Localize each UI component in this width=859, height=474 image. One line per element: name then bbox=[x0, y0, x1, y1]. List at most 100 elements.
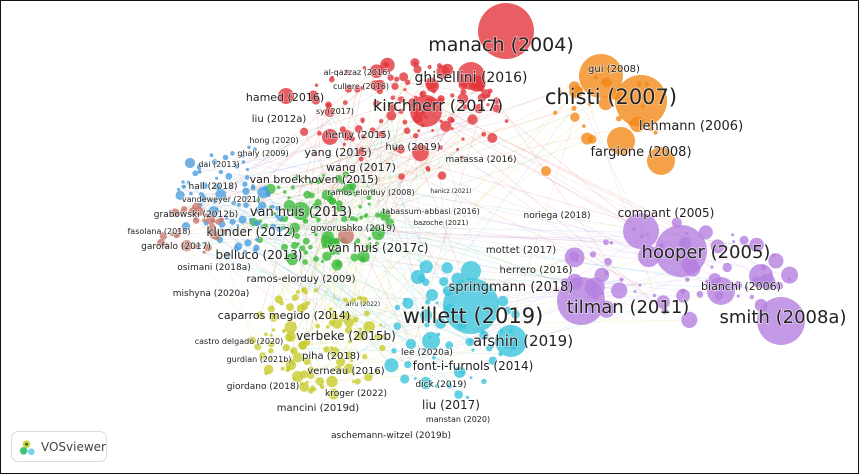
node-red[interactable] bbox=[493, 97, 500, 104]
node-cyan[interactable] bbox=[495, 325, 527, 357]
node-red[interactable] bbox=[404, 79, 411, 86]
node-yellow[interactable] bbox=[329, 346, 333, 350]
node-cyan[interactable] bbox=[441, 262, 453, 274]
node-cyan[interactable] bbox=[481, 378, 487, 385]
node-red[interactable] bbox=[425, 77, 438, 90]
node-blue[interactable] bbox=[241, 160, 246, 164]
node-blue[interactable] bbox=[244, 175, 250, 180]
node-green[interactable] bbox=[292, 202, 310, 220]
node-red[interactable] bbox=[438, 145, 443, 150]
node-green[interactable] bbox=[348, 182, 357, 190]
node-purple[interactable] bbox=[633, 290, 637, 293]
node-blue[interactable] bbox=[229, 218, 236, 225]
node-cyan[interactable] bbox=[439, 277, 449, 287]
node-yellow[interactable] bbox=[254, 343, 262, 351]
node-yellow[interactable] bbox=[260, 339, 264, 343]
node-red[interactable] bbox=[450, 93, 455, 98]
node-red[interactable] bbox=[342, 142, 346, 146]
node-brown[interactable] bbox=[218, 217, 224, 222]
node-red[interactable] bbox=[460, 88, 467, 95]
node-yellow[interactable] bbox=[344, 317, 354, 328]
node-yellow[interactable] bbox=[314, 288, 319, 293]
node-red[interactable] bbox=[278, 88, 294, 104]
node-red[interactable] bbox=[481, 89, 491, 99]
node-brown[interactable] bbox=[173, 232, 180, 239]
node-yellow[interactable] bbox=[299, 382, 310, 392]
node-yellow[interactable] bbox=[379, 323, 383, 327]
node-green[interactable] bbox=[366, 195, 372, 201]
node-yellow[interactable] bbox=[345, 351, 353, 359]
node-orange[interactable] bbox=[647, 147, 675, 175]
node-brown[interactable] bbox=[170, 208, 180, 217]
node-cyan[interactable] bbox=[410, 270, 425, 284]
node-blue[interactable] bbox=[244, 239, 252, 247]
nodes[interactable] bbox=[157, 3, 805, 400]
node-cyan[interactable] bbox=[465, 337, 475, 347]
node-green[interactable] bbox=[294, 233, 301, 239]
node-cyan[interactable] bbox=[402, 297, 414, 309]
node-yellow[interactable] bbox=[291, 294, 299, 301]
node-blue[interactable] bbox=[255, 237, 260, 242]
node-blue[interactable] bbox=[186, 180, 190, 184]
node-yellow[interactable] bbox=[344, 326, 353, 334]
node-blue[interactable] bbox=[270, 204, 275, 209]
node-brown[interactable] bbox=[181, 206, 188, 213]
node-yellow[interactable] bbox=[285, 331, 296, 342]
node-yellow[interactable] bbox=[280, 366, 285, 371]
node-red[interactable] bbox=[478, 3, 534, 59]
node-orange[interactable] bbox=[581, 132, 594, 145]
node-yellow[interactable] bbox=[282, 344, 290, 352]
node-cyan[interactable] bbox=[445, 341, 454, 350]
node-brown[interactable] bbox=[204, 243, 212, 252]
node-blue[interactable] bbox=[245, 167, 249, 172]
node-blue[interactable] bbox=[200, 182, 208, 190]
node-green[interactable] bbox=[340, 188, 346, 193]
node-purple[interactable] bbox=[603, 239, 609, 246]
node-red[interactable] bbox=[457, 62, 485, 90]
node-green[interactable] bbox=[367, 202, 371, 206]
node-purple[interactable] bbox=[619, 277, 624, 282]
node-cyan[interactable] bbox=[461, 261, 481, 281]
node-yellow[interactable] bbox=[259, 352, 267, 360]
node-red[interactable] bbox=[413, 147, 418, 152]
node-red[interactable] bbox=[369, 127, 376, 134]
node-red[interactable] bbox=[354, 86, 361, 93]
node-cyan[interactable] bbox=[497, 295, 509, 307]
node-purple[interactable] bbox=[722, 262, 732, 273]
node-yellow[interactable] bbox=[351, 372, 356, 376]
node-green[interactable] bbox=[281, 243, 288, 251]
node-blue[interactable] bbox=[270, 223, 277, 230]
node-yellow[interactable] bbox=[292, 352, 303, 363]
node-blue[interactable] bbox=[253, 248, 258, 253]
node-orange[interactable] bbox=[579, 54, 623, 98]
node-red[interactable] bbox=[396, 145, 405, 154]
node-yellow[interactable] bbox=[295, 290, 300, 294]
node-green[interactable] bbox=[371, 227, 385, 241]
node-brown[interactable] bbox=[220, 228, 224, 232]
node-brown[interactable] bbox=[177, 228, 182, 233]
node-green[interactable] bbox=[338, 188, 342, 192]
node-green[interactable] bbox=[309, 180, 313, 185]
node-yellow[interactable] bbox=[301, 288, 305, 292]
node-green[interactable] bbox=[316, 217, 321, 223]
node-green[interactable] bbox=[320, 259, 325, 264]
node-purple[interactable] bbox=[781, 266, 799, 284]
node-green[interactable] bbox=[342, 171, 350, 178]
node-green[interactable] bbox=[353, 241, 357, 245]
node-red[interactable] bbox=[322, 128, 338, 145]
node-blue[interactable] bbox=[175, 190, 185, 200]
node-blue[interactable] bbox=[234, 242, 243, 251]
node-blue[interactable] bbox=[245, 196, 249, 200]
node-purple[interactable] bbox=[656, 295, 670, 309]
node-green[interactable] bbox=[303, 190, 312, 199]
node-yellow[interactable] bbox=[281, 328, 287, 334]
node-green[interactable] bbox=[369, 188, 375, 194]
node-purple[interactable] bbox=[623, 213, 659, 249]
node-yellow[interactable] bbox=[363, 321, 376, 333]
node-red[interactable] bbox=[313, 152, 317, 156]
node-purple[interactable] bbox=[589, 251, 597, 258]
node-cyan[interactable] bbox=[419, 376, 433, 390]
node-yellow[interactable] bbox=[268, 348, 274, 354]
node-red[interactable] bbox=[481, 131, 487, 137]
node-green[interactable] bbox=[326, 243, 331, 249]
